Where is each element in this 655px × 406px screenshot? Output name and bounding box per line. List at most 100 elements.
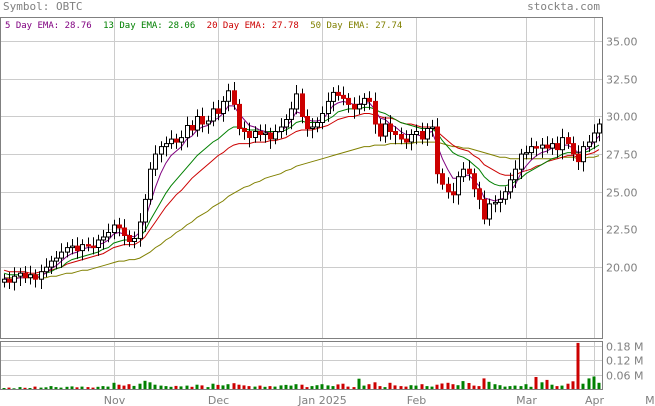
volume-bar xyxy=(409,385,413,389)
volume-bar xyxy=(487,381,491,389)
brand-link[interactable]: stockta.com xyxy=(527,0,600,13)
price-tick-label: 32.50 xyxy=(606,74,638,87)
volume-bar xyxy=(341,383,345,389)
volume-bar xyxy=(529,386,533,389)
candle-body xyxy=(550,143,555,149)
ema-50-line xyxy=(4,141,600,279)
candle-body xyxy=(529,146,534,154)
candle-body xyxy=(70,245,75,249)
price-tick-label: 30.00 xyxy=(606,111,638,124)
time-tick-label: Apr xyxy=(585,394,605,406)
volume-bar xyxy=(143,380,147,389)
volume-bar xyxy=(268,386,272,389)
volume-bar xyxy=(206,387,210,389)
candle-body xyxy=(80,244,85,252)
candle-body xyxy=(508,179,513,193)
candle-body xyxy=(159,146,164,155)
volume-bar xyxy=(200,385,204,389)
ema-20-line xyxy=(3,113,600,274)
candle-body xyxy=(346,97,351,105)
candle-body xyxy=(226,90,231,102)
candle-body xyxy=(404,138,409,143)
volume-bar xyxy=(80,386,84,389)
volume-bar xyxy=(18,387,22,389)
candle-body xyxy=(581,146,586,163)
candle-body xyxy=(461,168,466,178)
volume-bar xyxy=(185,385,189,389)
volume-bar xyxy=(560,385,564,389)
ema-legend-item-50: 50 Day EMA: 27.74 xyxy=(310,21,402,31)
candle-body xyxy=(23,272,28,279)
volume-bar xyxy=(331,386,335,389)
ema-50-label: 50 Day EMA: xyxy=(310,21,370,31)
volume-bar xyxy=(461,381,465,389)
candle-body xyxy=(7,278,12,283)
volume-bar xyxy=(346,386,350,389)
candle-body xyxy=(388,123,393,132)
volume-bar xyxy=(378,386,382,389)
price-tick-label: 35.00 xyxy=(606,36,638,49)
volume-bar xyxy=(435,384,439,389)
candle-body xyxy=(279,126,284,132)
candle-body xyxy=(96,239,101,248)
time-tick-label: May xyxy=(645,394,655,406)
volume-bar xyxy=(258,385,262,389)
candle-body xyxy=(409,134,414,143)
candle-body xyxy=(399,134,404,140)
candle-body xyxy=(247,131,252,138)
time-axis-labels: Nov Dec Jan 2025 Feb Mar Apr May xyxy=(104,394,655,406)
candle-body xyxy=(534,146,539,149)
candle-body xyxy=(393,131,398,135)
volume-bar xyxy=(519,386,523,389)
time-tick-label: Jan 2025 xyxy=(297,394,346,406)
ema-legend: 5 Day EMA: 28.76 13 Day EMA: 28.06 20 Da… xyxy=(5,21,408,31)
volume-bar xyxy=(2,388,6,389)
candle-body xyxy=(122,227,127,236)
volume-bar xyxy=(399,386,403,389)
volume-bar xyxy=(456,385,460,389)
candle-body xyxy=(576,153,581,163)
volume-bar xyxy=(326,385,330,389)
candle-body xyxy=(503,191,508,200)
time-tick-label: Feb xyxy=(407,394,426,406)
candle-body xyxy=(357,103,362,110)
candle-body xyxy=(185,125,190,139)
candle-body xyxy=(44,266,49,273)
volume-tick-label: 0.12 M xyxy=(606,355,643,368)
price-tick-label: 25.00 xyxy=(606,187,638,200)
symbol-caption: Symbol: OBTC xyxy=(3,0,82,13)
candle-body xyxy=(294,93,299,110)
candle-body xyxy=(420,131,425,140)
candle-body xyxy=(28,274,33,279)
candle-body xyxy=(560,137,565,151)
candle-body xyxy=(59,251,64,259)
candle-body xyxy=(242,128,247,132)
volume-bar xyxy=(545,379,549,389)
volume-bar xyxy=(300,384,304,389)
candle-body xyxy=(127,235,132,242)
candle-body xyxy=(472,173,477,190)
volume-bar xyxy=(59,387,63,389)
volume-bar xyxy=(587,378,591,389)
candle-body xyxy=(592,132,597,143)
candle-body xyxy=(315,122,320,128)
candle-body xyxy=(273,131,278,140)
candle-body xyxy=(112,224,117,233)
candle-body xyxy=(555,143,560,151)
volume-bar xyxy=(221,385,225,389)
candle-body xyxy=(587,141,592,148)
candle-body xyxy=(39,271,44,280)
candle-body xyxy=(101,236,106,241)
time-tick-label: Mar xyxy=(516,394,537,406)
volume-bar xyxy=(404,386,408,389)
volume-bar xyxy=(352,387,356,389)
candle-body xyxy=(352,103,357,110)
candle-body xyxy=(498,198,503,203)
volume-bar xyxy=(101,386,105,389)
candle-body xyxy=(331,91,336,102)
ema-20-value: 27.78 xyxy=(271,21,299,31)
candle-body xyxy=(540,144,545,149)
volume-bar xyxy=(482,378,486,389)
candle-body xyxy=(545,144,550,149)
